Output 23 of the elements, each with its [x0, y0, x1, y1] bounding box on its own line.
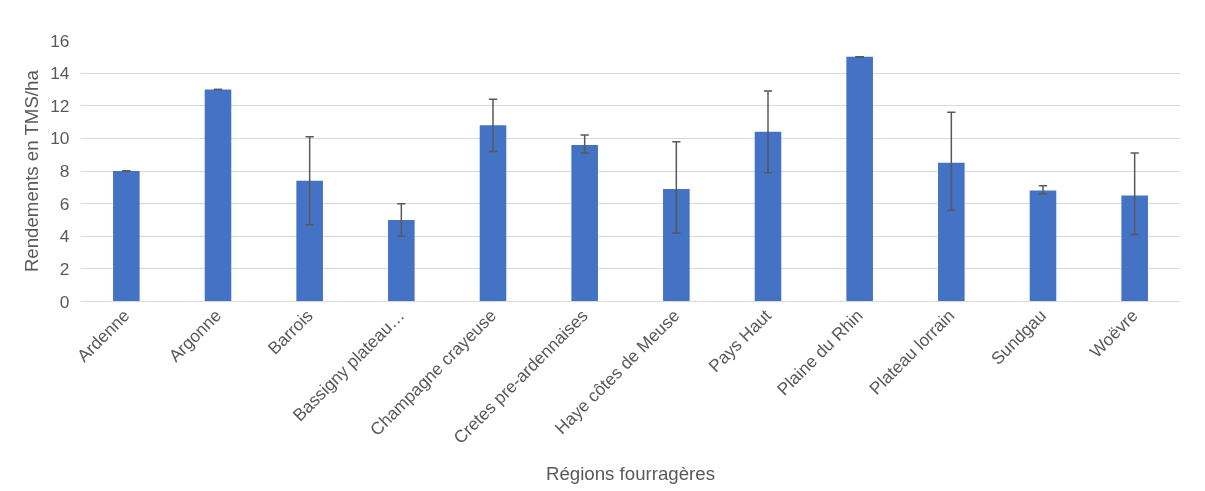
- x-axis-title: Régions fourragères: [545, 462, 716, 484]
- bar: [296, 180, 323, 302]
- y-tick-label: 8: [59, 161, 70, 181]
- y-tick-label: 2: [59, 258, 70, 279]
- y-axis-title: Rendements en TMS/ha: [21, 69, 43, 273]
- y-tick-label: 0: [59, 291, 70, 312]
- bar: [846, 56, 873, 302]
- y-tick-label: 14: [50, 63, 70, 84]
- bar: [754, 131, 782, 302]
- bar: [663, 188, 690, 302]
- bar: [204, 89, 232, 302]
- bar: [571, 144, 598, 302]
- y-tick-label: 16: [50, 30, 70, 51]
- y-tick-label: 12: [50, 95, 70, 116]
- bar: [479, 125, 507, 302]
- bar: [388, 219, 415, 302]
- y-tick-label: 6: [59, 193, 70, 214]
- bar: [1121, 195, 1148, 302]
- bar: [938, 162, 965, 302]
- bar: [1029, 190, 1057, 302]
- y-tick-label: 4: [59, 226, 70, 247]
- bar: [113, 171, 140, 302]
- y-tick-label: 10: [50, 128, 70, 149]
